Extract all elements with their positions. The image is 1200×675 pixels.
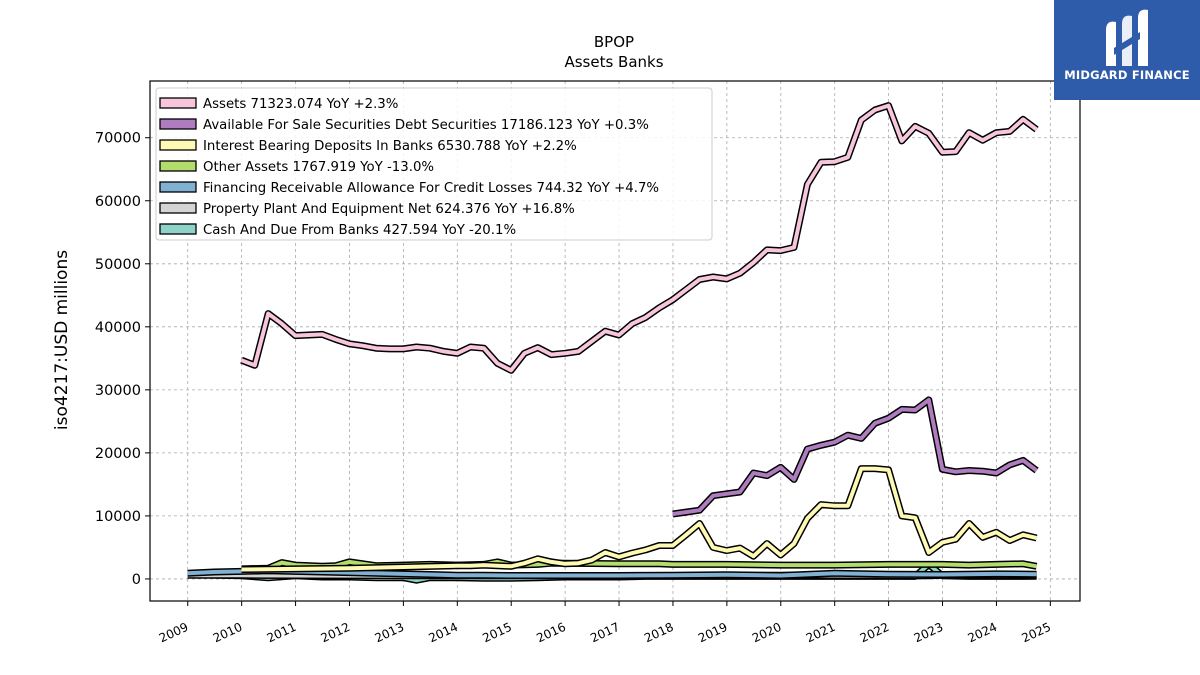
chart-title: BPOP — [594, 33, 634, 51]
y-tick-label: 10000 — [95, 509, 141, 525]
x-axis-ticks: 2009 2010 2011 2012 2013 2014 2015 2016 2017 2018… — [157, 601, 1053, 645]
y-tick-label: 70000 — [95, 131, 141, 147]
legend-swatch — [159, 202, 197, 214]
x-tick-label: 2025 — [1020, 620, 1054, 646]
y-axis-label: iso4217:USD millions — [52, 250, 72, 430]
x-tick-label: 2020 — [750, 620, 784, 646]
legend-swatch — [159, 160, 197, 172]
y-tick-label: 50000 — [95, 257, 141, 273]
x-tick-label: 2022 — [858, 620, 892, 646]
x-tick-label: 2018 — [642, 620, 676, 646]
series-line — [241, 466, 1038, 572]
brand-logo: MIDGARD FINANCE — [1054, 0, 1200, 100]
x-tick-label: 2019 — [696, 620, 730, 646]
y-axis-ticks: 0 10000 20000 30000 40000 50000 60000 70000 — [95, 131, 150, 588]
legend-label: Available For Sale Securities Debt Secur… — [203, 118, 649, 133]
legend: Assets 71323.074 YoY +2.3% Available For … — [155, 87, 713, 241]
legend-swatch — [159, 181, 197, 193]
legend-swatch — [159, 97, 197, 109]
series-assets — [240, 102, 1039, 374]
x-tick-label: 2023 — [912, 620, 946, 646]
series-available-for-sale-securities-debt-securities — [672, 396, 1039, 518]
brand-name: MIDGARD FINANCE — [1064, 68, 1190, 82]
legend-swatch — [159, 118, 197, 130]
y-tick-label: 20000 — [95, 446, 141, 462]
x-tick-label: 2021 — [804, 620, 838, 646]
legend-label: Assets 71323.074 YoY +2.3% — [203, 97, 398, 112]
x-tick-label: 2013 — [373, 620, 407, 646]
legend-swatch — [159, 139, 197, 151]
y-tick-label: 0 — [132, 572, 141, 588]
chart-subtitle: Assets Banks — [564, 53, 663, 71]
legend-label: Property Plant And Equipment Net 624.376… — [203, 202, 575, 217]
x-tick-label: 2012 — [319, 620, 353, 646]
x-tick-label: 2016 — [534, 620, 568, 646]
legend-box — [155, 87, 713, 241]
x-tick-label: 2014 — [426, 620, 460, 646]
series-line — [672, 397, 1038, 516]
x-tick-label: 2011 — [265, 620, 299, 646]
x-tick-label: 2024 — [966, 620, 1000, 646]
plot-frame — [149, 80, 1081, 602]
midgard-logo-icon — [1106, 9, 1148, 66]
series-line — [240, 103, 1038, 373]
y-tick-label: 30000 — [95, 383, 141, 399]
y-tick-label: 40000 — [95, 320, 141, 336]
series-interest-bearing-deposits-in-banks — [241, 465, 1038, 573]
legend-label: Cash And Due From Banks 427.594 YoY -20.… — [203, 223, 516, 238]
legend-label: Other Assets 1767.919 YoY -13.0% — [203, 160, 434, 175]
x-tick-label: 2010 — [211, 620, 245, 646]
legend-label: Financing Receivable Allowance For Credi… — [203, 181, 659, 196]
y-tick-label: 60000 — [95, 194, 141, 210]
x-tick-label: 2009 — [157, 620, 191, 646]
series-layer — [187, 102, 1039, 584]
x-tick-label: 2017 — [588, 620, 622, 646]
x-tick-label: 2015 — [480, 620, 514, 646]
legend-label: Interest Bearing Deposits In Banks 6530.… — [203, 139, 577, 154]
legend-swatch — [159, 223, 197, 235]
